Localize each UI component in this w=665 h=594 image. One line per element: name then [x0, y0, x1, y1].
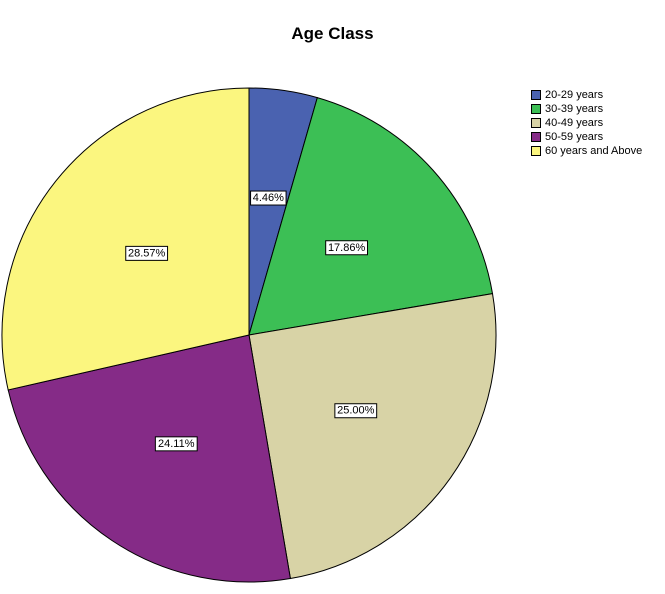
legend-swatch — [531, 132, 541, 142]
legend-swatch — [531, 146, 541, 156]
legend-item-4: 50-59 years — [531, 130, 642, 144]
slice-label-3: 25.00% — [334, 403, 378, 419]
chart-title: Age Class — [291, 24, 374, 43]
svg-text:25.00%: 25.00% — [337, 405, 375, 417]
legend-item-1: 20-29 years — [531, 88, 642, 102]
slice-label-5: 28.57% — [125, 245, 169, 261]
pie-slice-3 — [248, 293, 497, 580]
pie-slice-4 — [7, 334, 291, 583]
legend-label: 40-49 years — [545, 117, 604, 129]
legend: 20-29 years 30-39 years 40-49 years 50-59 y… — [531, 88, 642, 158]
legend-swatch — [531, 118, 541, 128]
slice-label-4: 24.11% — [154, 436, 198, 452]
legend-label: 30-39 years — [545, 103, 604, 115]
slice-label-2: 17.86% — [325, 240, 368, 256]
legend-item-3: 40-49 years — [531, 116, 642, 130]
legend-swatch — [531, 90, 541, 100]
slice-label-1: 4.46% — [250, 190, 287, 206]
svg-text:24.11%: 24.11% — [158, 438, 195, 450]
legend-label: 50-59 years — [545, 131, 604, 143]
svg-text:4.46%: 4.46% — [253, 192, 284, 204]
legend-label: 20-29 years — [545, 89, 604, 101]
legend-swatch — [531, 104, 541, 114]
svg-text:28.57%: 28.57% — [128, 247, 166, 259]
legend-label: 60 years and Above — [545, 145, 643, 157]
legend-item-2: 30-39 years — [531, 102, 642, 116]
legend-item-5: 60 years and Above — [531, 144, 642, 158]
pie-slice-5 — [1, 87, 250, 391]
pie-slice-2 — [248, 97, 494, 336]
svg-text:17.86%: 17.86% — [328, 242, 366, 254]
